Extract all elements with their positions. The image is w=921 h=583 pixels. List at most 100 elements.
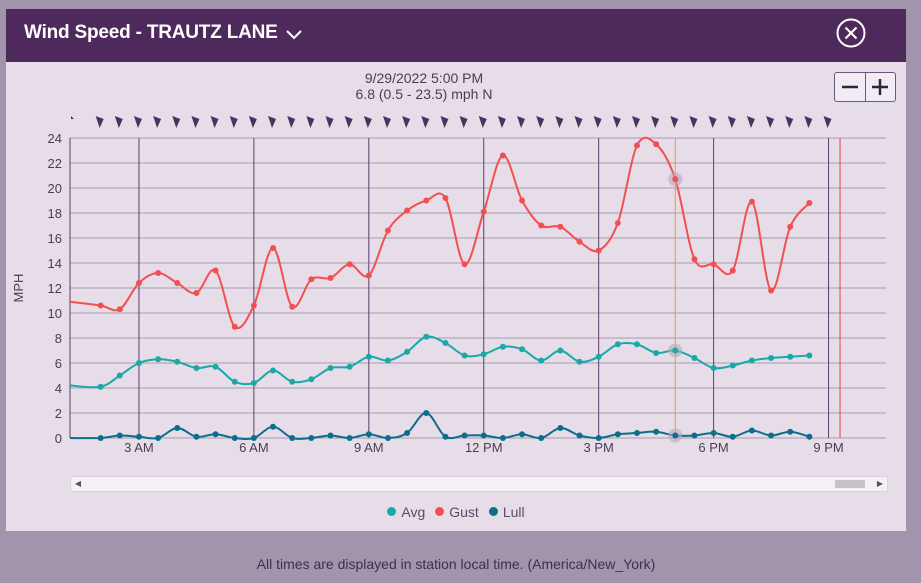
data-point-gust[interactable]	[614, 220, 621, 226]
data-point-gust[interactable]	[557, 223, 564, 230]
data-point-lull[interactable]	[442, 433, 449, 440]
data-point-lull[interactable]	[327, 432, 334, 439]
data-point-gust[interactable]	[787, 223, 794, 230]
data-point-lull[interactable]	[499, 435, 506, 441]
data-point-avg[interactable]	[595, 353, 602, 360]
data-point-gust[interactable]	[250, 302, 257, 309]
data-point-gust[interactable]	[231, 323, 238, 330]
data-point-avg[interactable]	[270, 367, 277, 374]
data-point-avg[interactable]	[250, 380, 257, 386]
data-point-lull[interactable]	[193, 433, 200, 440]
data-point-avg[interactable]	[768, 355, 775, 361]
data-point-avg[interactable]	[193, 365, 200, 371]
chart-scrollbar[interactable]: ◀ ▶	[70, 476, 888, 492]
data-point-gust[interactable]	[346, 261, 353, 268]
data-point-avg[interactable]	[97, 383, 104, 390]
data-point-gust[interactable]	[289, 303, 296, 310]
data-point-lull[interactable]	[384, 435, 391, 441]
data-point-gust[interactable]	[691, 256, 698, 263]
data-point-lull[interactable]	[174, 425, 181, 431]
data-point-gust[interactable]	[595, 247, 602, 254]
data-point-gust[interactable]	[442, 195, 449, 201]
data-point-avg[interactable]	[691, 355, 698, 361]
data-point-gust[interactable]	[710, 261, 717, 268]
legend-item-gust[interactable]: Gust	[435, 504, 479, 520]
data-point-gust[interactable]	[768, 287, 775, 294]
data-point-gust[interactable]	[499, 152, 506, 159]
data-point-lull[interactable]	[461, 432, 468, 439]
data-point-avg[interactable]	[212, 363, 219, 370]
data-point-avg[interactable]	[576, 358, 583, 365]
data-point-gust[interactable]	[155, 270, 162, 276]
data-point-avg[interactable]	[787, 353, 794, 360]
data-point-avg[interactable]	[135, 360, 142, 366]
data-point-avg[interactable]	[327, 365, 334, 371]
data-point-avg[interactable]	[404, 348, 411, 355]
data-point-gust[interactable]	[633, 142, 640, 149]
data-point-gust[interactable]	[461, 261, 468, 268]
data-point-gust[interactable]	[365, 272, 372, 279]
data-point-avg[interactable]	[538, 357, 545, 364]
data-point-lull[interactable]	[538, 435, 545, 441]
data-point-lull[interactable]	[653, 428, 660, 435]
data-point-lull[interactable]	[806, 433, 813, 440]
legend-item-avg[interactable]: Avg	[387, 504, 425, 520]
data-point-lull[interactable]	[519, 431, 526, 438]
data-point-avg[interactable]	[116, 372, 123, 379]
data-point-avg[interactable]	[710, 365, 717, 371]
data-point-lull[interactable]	[729, 433, 736, 440]
scroll-left-icon[interactable]: ◀	[74, 479, 82, 488]
data-point-avg[interactable]	[289, 378, 296, 385]
data-point-avg[interactable]	[653, 350, 660, 356]
data-point-avg[interactable]	[423, 333, 430, 340]
data-point-lull[interactable]	[250, 435, 257, 441]
data-point-gust[interactable]	[806, 200, 813, 206]
data-point-gust[interactable]	[576, 238, 583, 245]
zoom-in-button[interactable]	[866, 73, 896, 101]
data-point-avg[interactable]	[633, 341, 640, 348]
data-point-avg[interactable]	[748, 357, 755, 364]
data-point-lull[interactable]	[576, 432, 583, 439]
data-point-lull[interactable]	[595, 435, 602, 441]
data-point-gust[interactable]	[193, 290, 200, 296]
data-point-gust[interactable]	[135, 280, 142, 286]
data-point-avg[interactable]	[557, 347, 564, 354]
data-point-avg[interactable]	[461, 352, 468, 359]
data-point-lull[interactable]	[365, 431, 372, 438]
data-point-avg[interactable]	[155, 356, 162, 363]
data-point-avg[interactable]	[231, 378, 238, 385]
data-point-lull[interactable]	[308, 435, 315, 441]
data-point-gust[interactable]	[116, 306, 123, 313]
close-button[interactable]	[836, 18, 866, 48]
data-point-avg[interactable]	[174, 358, 181, 365]
data-point-gust[interactable]	[327, 275, 334, 281]
data-point-avg[interactable]	[499, 343, 506, 350]
data-point-gust[interactable]	[729, 267, 736, 274]
data-point-gust[interactable]	[212, 267, 219, 274]
data-point-lull[interactable]	[748, 427, 755, 434]
data-point-avg[interactable]	[442, 340, 449, 346]
data-point-avg[interactable]	[346, 363, 353, 370]
data-point-gust[interactable]	[519, 197, 526, 204]
data-point-lull[interactable]	[135, 433, 142, 440]
data-point-avg[interactable]	[308, 376, 315, 383]
zoom-out-button[interactable]	[835, 73, 866, 101]
data-point-gust[interactable]	[174, 280, 181, 286]
data-point-gust[interactable]	[423, 197, 430, 204]
data-point-lull[interactable]	[212, 431, 219, 438]
data-point-lull[interactable]	[691, 432, 698, 439]
data-point-lull[interactable]	[231, 435, 238, 441]
data-point-lull[interactable]	[557, 425, 564, 431]
data-point-gust[interactable]	[480, 208, 487, 215]
data-point-gust[interactable]	[308, 276, 315, 283]
data-point-lull[interactable]	[423, 410, 430, 416]
data-point-lull[interactable]	[633, 430, 640, 436]
data-point-gust[interactable]	[404, 207, 411, 214]
data-point-avg[interactable]	[614, 341, 621, 348]
data-point-lull[interactable]	[289, 435, 296, 441]
data-point-lull[interactable]	[346, 435, 353, 441]
data-point-avg[interactable]	[384, 357, 391, 364]
data-point-gust[interactable]	[97, 302, 104, 309]
data-point-gust[interactable]	[748, 198, 755, 205]
